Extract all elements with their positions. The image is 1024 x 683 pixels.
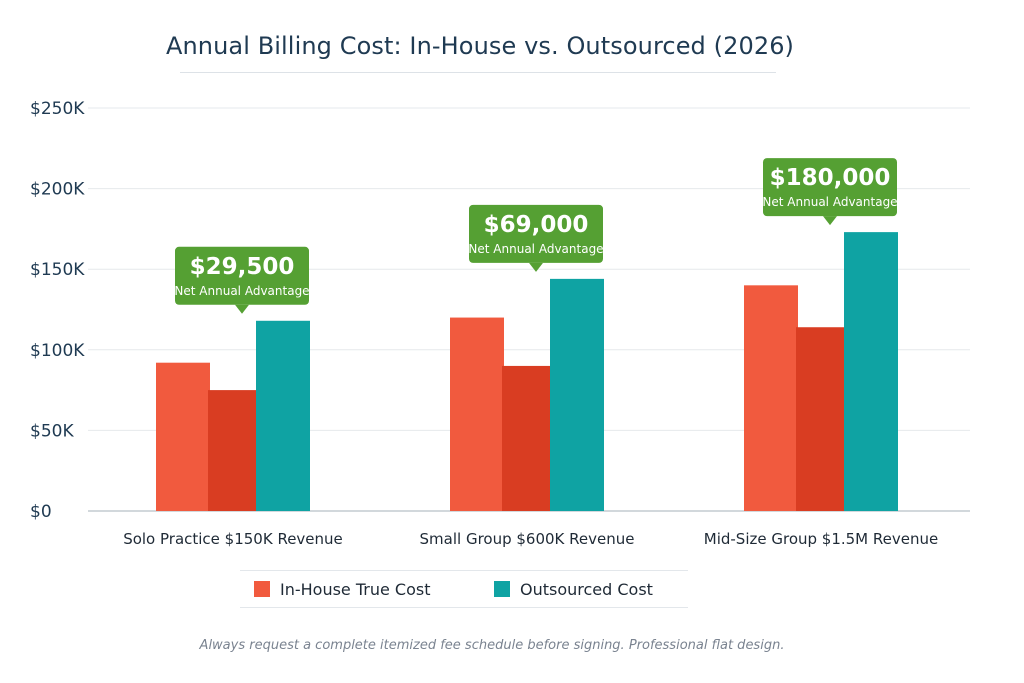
callout-value: $69,000 [484,212,589,238]
legend-swatch-in-house [254,581,270,597]
bar [450,317,504,511]
callout-box [175,246,309,305]
legend-swatch-outsourced [494,581,510,597]
legend-item-outsourced: Outsourced Cost [494,571,653,607]
footnote: Always request a complete itemized fee s… [199,638,785,653]
x-category-label: Solo Practice $150K Revenue [123,530,343,548]
legend-label-outsourced: Outsourced Cost [520,579,653,599]
bar [156,362,210,511]
y-axis-ticks: $0 $50K $100K $150K $200K $250K [30,99,85,522]
legend: In-House True Cost Outsourced Cost [240,570,688,608]
callout-value: $180,000 [770,165,891,191]
x-category-label: Mid-Size Group $1.5M Revenue [704,530,938,548]
y-tick-label: $200K [30,180,85,200]
y-tick-label: $250K [30,99,85,119]
callout-box [469,204,603,263]
bar [208,390,262,511]
advantage-callout: $29,500 Net Annual Advantage [174,246,310,314]
callout-pointer [235,304,249,314]
callout-subtitle: Net Annual Advantage [468,242,603,256]
bar [256,320,310,511]
legend-label-in-house: In-House True Cost [280,579,431,599]
callout-value: $29,500 [190,254,295,280]
advantage-callout: $180,000 Net Annual Advantage [762,158,898,226]
callouts: $29,500 Net Annual Advantage $69,000 Net An… [174,158,898,314]
x-category-label: Small Group $600K Revenue [420,530,635,548]
callout-box [763,158,897,217]
callout-pointer [529,262,543,272]
title-divider [180,72,776,73]
bar [502,365,556,511]
y-tick-label: $150K [30,260,85,280]
callout-pointer [823,216,837,226]
y-tick-label: $0 [30,502,52,522]
bar [550,278,604,511]
chart-title: Annual Billing Cost: In-House vs. Outsou… [165,32,795,60]
advantage-callout: $69,000 Net Annual Advantage [468,204,604,272]
y-tick-label: $100K [30,341,85,361]
bar [744,285,798,511]
bars [156,232,898,511]
y-tick-label: $50K [30,421,74,441]
callout-subtitle: Net Annual Advantage [174,284,309,298]
x-axis-categories: Solo Practice $150K Revenue Small Group $… [123,530,938,548]
bar [796,327,850,511]
bar [844,232,898,511]
callout-subtitle: Net Annual Advantage [762,195,897,209]
legend-item-in-house: In-House True Cost [254,571,431,607]
